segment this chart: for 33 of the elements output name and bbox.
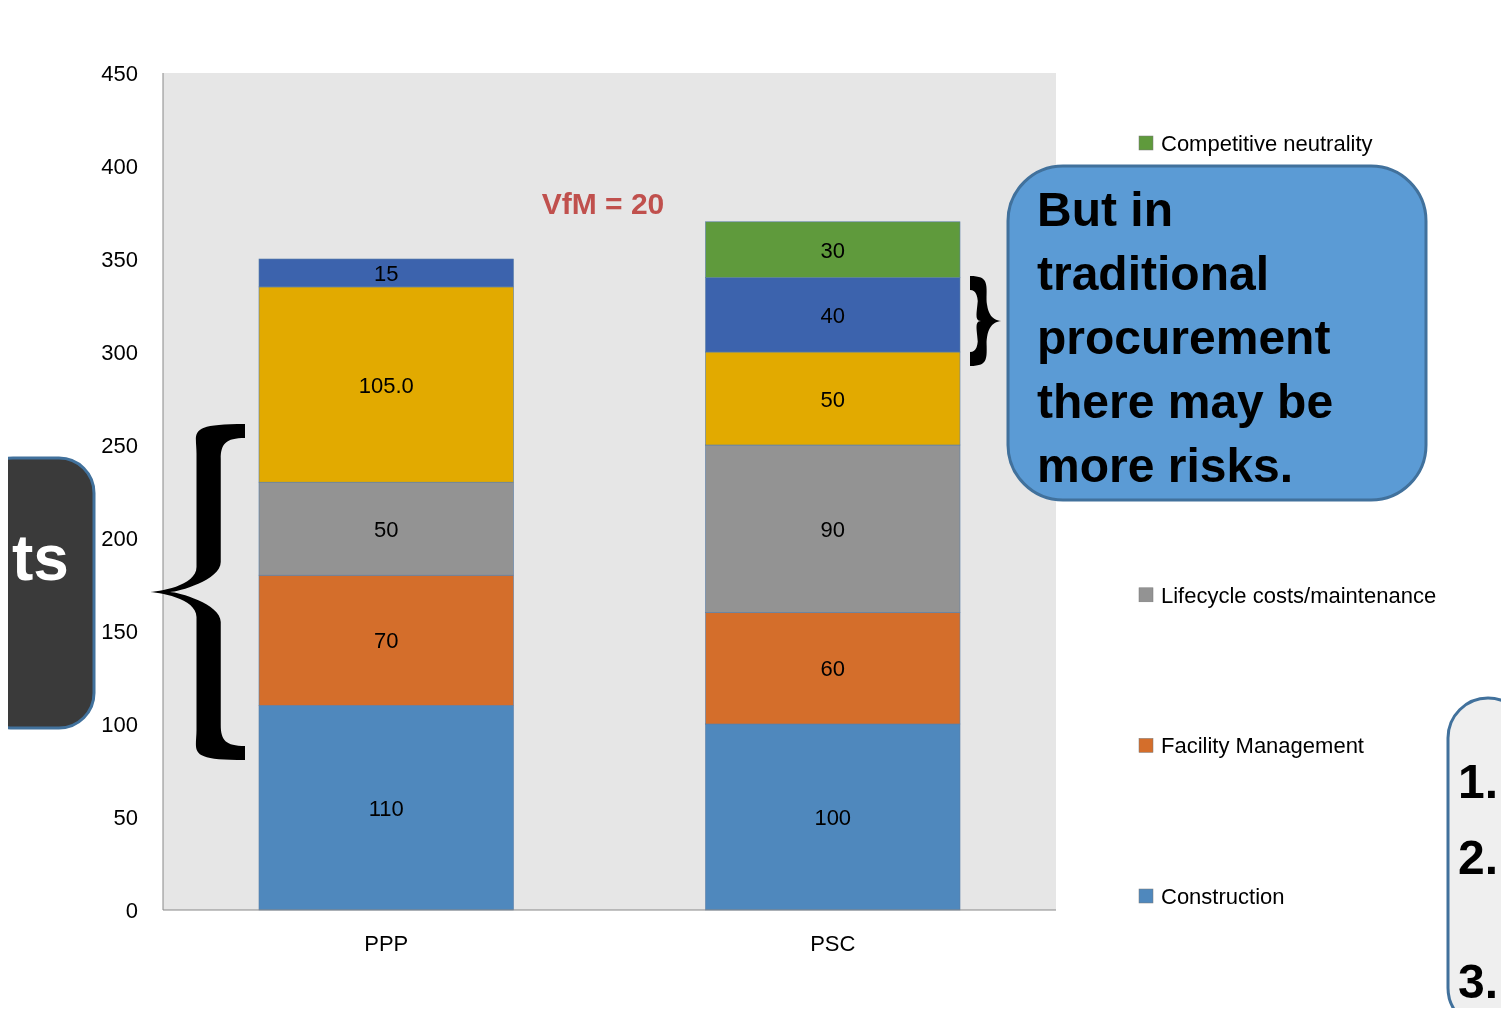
y-tick-label: 350 bbox=[101, 247, 138, 272]
legend-label: Lifecycle costs/maintenance bbox=[1161, 582, 1437, 608]
data-label: 90 bbox=[820, 516, 845, 542]
text: 2. bbox=[1458, 831, 1499, 884]
data-label: 100 bbox=[814, 805, 852, 830]
y-tick-label: 450 bbox=[101, 61, 138, 86]
y-tick-label: 100 bbox=[101, 712, 138, 737]
data-label: 50 bbox=[820, 386, 845, 412]
data-label: 105.0 bbox=[358, 372, 414, 398]
y-tick-label: 200 bbox=[101, 526, 138, 551]
data-label: 40 bbox=[820, 302, 845, 328]
y-tick-label: 50 bbox=[113, 805, 138, 830]
text: 3. bbox=[1458, 955, 1499, 1008]
y-tick-label: 400 bbox=[101, 154, 138, 179]
data-label: 15 bbox=[374, 260, 399, 286]
data-label: 110 bbox=[368, 795, 404, 821]
y-tick-label: 0 bbox=[125, 898, 138, 923]
legend-label: Competitive neutrality bbox=[1161, 131, 1373, 156]
y-tick-label: 150 bbox=[101, 619, 138, 644]
x-tick-label: PSC bbox=[810, 931, 856, 956]
text: 1. bbox=[1458, 755, 1499, 808]
data-label: 70 bbox=[374, 628, 399, 654]
annotation: But in traditional procurement there may be more risks. bbox=[1037, 183, 1334, 492]
y-tick-label: 300 bbox=[101, 340, 138, 365]
legend-label: Facility Management bbox=[1161, 733, 1364, 759]
y-tick-label: 250 bbox=[101, 433, 138, 458]
annotation: VfM = 20 bbox=[541, 187, 665, 220]
text: ts bbox=[12, 522, 69, 594]
legend-label: Construction bbox=[1161, 884, 1285, 909]
data-label: 50 bbox=[374, 516, 399, 542]
data-label: 30 bbox=[820, 237, 845, 263]
x-tick-label: PPP bbox=[364, 931, 409, 956]
data-label: 60 bbox=[820, 656, 845, 682]
